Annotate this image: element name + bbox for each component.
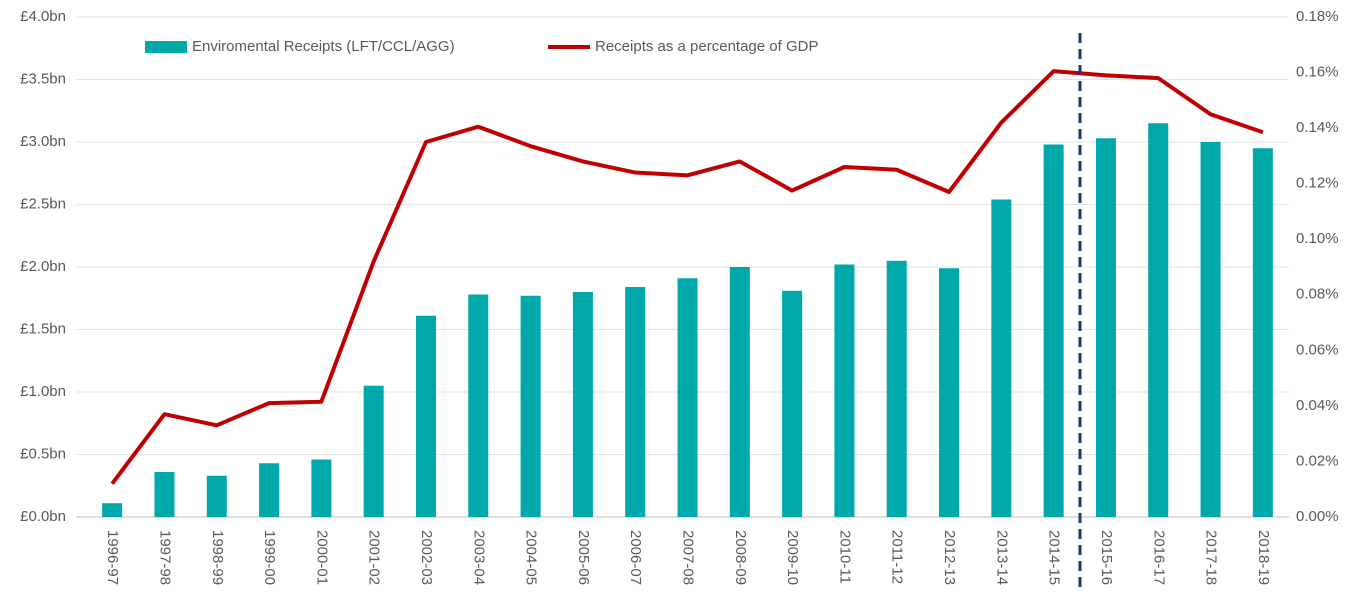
legend-swatch: [145, 41, 187, 53]
x-tick-label: 2011-12: [889, 530, 906, 584]
bar: [1148, 123, 1169, 517]
bar: [468, 294, 489, 517]
bar: [834, 264, 855, 517]
x-tick-label: 2002-03: [418, 530, 435, 585]
bar: [311, 459, 332, 517]
x-tick-label: 2013-14: [993, 530, 1010, 585]
y2-tick-label: 0.16%: [1296, 64, 1339, 81]
y-tick-label: £0.5bn: [20, 445, 66, 462]
y2-tick-label: 0.08%: [1296, 286, 1339, 303]
y-tick-label: £1.0bn: [20, 383, 66, 400]
legend-label: Enviromental Receipts (LFT/CCL/AGG): [192, 38, 455, 55]
x-tick-label: 2012-13: [941, 530, 958, 585]
y-tick-label: £3.0bn: [20, 133, 66, 150]
y-tick-label: £3.5bn: [20, 70, 66, 87]
bar: [102, 503, 123, 517]
x-tick-label: 2007-08: [680, 530, 697, 585]
bar: [572, 292, 593, 517]
bar: [782, 290, 803, 517]
y2-tick-label: 0.02%: [1296, 452, 1339, 469]
x-tick-label: 2016-17: [1150, 530, 1167, 585]
bar: [206, 475, 227, 517]
x-tick-label: 1999-00: [261, 530, 278, 585]
bar: [939, 268, 960, 517]
y-tick-label: £0.0bn: [20, 508, 66, 525]
x-tick-label: 2014-15: [1046, 530, 1063, 585]
x-tick-label: 1997-98: [156, 530, 173, 585]
y2-tick-label: 0.04%: [1296, 397, 1339, 414]
bar: [991, 199, 1012, 517]
x-tick-label: 2009-10: [784, 530, 801, 585]
x-tick-label: 2008-09: [732, 530, 749, 585]
bar: [154, 472, 175, 517]
legend-label: Receipts as a percentage of GDP: [595, 38, 818, 55]
y2-tick-label: 0.14%: [1296, 119, 1339, 136]
bar: [729, 267, 750, 517]
y2-tick-label: 0.06%: [1296, 341, 1339, 358]
y2-tick-label: 0.00%: [1296, 508, 1339, 525]
x-tick-label: 2000-01: [313, 530, 330, 585]
line: [110, 69, 1264, 485]
x-tick-label: 2005-06: [575, 530, 592, 585]
bar: [415, 315, 436, 517]
y-tick-label: £1.5bn: [20, 320, 66, 337]
bar: [1200, 142, 1221, 517]
x-tick-label: 2001-02: [366, 530, 383, 585]
y-tick-label: £2.0bn: [20, 258, 66, 275]
x-tick-label: 2015-16: [1098, 530, 1115, 585]
bar: [625, 287, 646, 517]
x-tick-label: 2010-11: [836, 530, 853, 584]
bar: [520, 295, 541, 517]
x-tick-label: 1996-97: [104, 530, 121, 585]
x-tick-label: 2003-04: [470, 530, 487, 585]
bar: [677, 278, 698, 517]
x-tick-label: 2018-19: [1255, 530, 1272, 585]
y-tick-label: £4.0bn: [20, 8, 66, 25]
bar: [886, 260, 907, 517]
y-tick-label: £2.5bn: [20, 195, 66, 212]
bar: [363, 385, 384, 517]
y2-tick-label: 0.18%: [1296, 8, 1339, 25]
bar: [259, 463, 280, 517]
y2-tick-label: 0.10%: [1296, 230, 1339, 247]
y2-tick-label: 0.12%: [1296, 175, 1339, 192]
x-tick-label: 1998-99: [209, 530, 226, 585]
x-tick-label: 2004-05: [523, 530, 540, 585]
bar: [1043, 144, 1064, 517]
bar: [1095, 138, 1116, 517]
bar: [1252, 148, 1273, 517]
x-tick-label: 2006-07: [627, 530, 644, 585]
x-tick-label: 2017-18: [1203, 530, 1220, 585]
